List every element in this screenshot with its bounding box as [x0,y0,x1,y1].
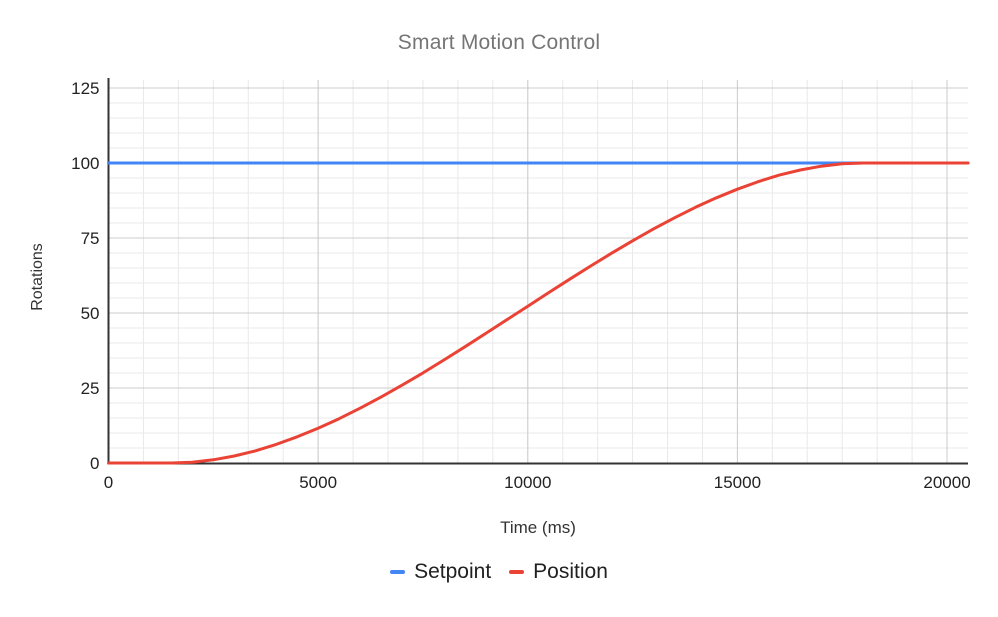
grid-minor-lines [108,80,968,463]
chart-title: Smart Motion Control [397,31,601,54]
y-tick-label: 0 [90,454,99,473]
series-lines [107,161,970,465]
x-tick-label: 10000 [504,473,551,492]
y-tick-label: 100 [71,154,99,173]
tick-labels: 0 5000 10000 15000 20000 0 25 50 75 100 125 [71,79,971,492]
legend-item-position: Position [509,560,608,584]
x-axis-title: Time (ms) [500,518,576,537]
grid-major-lines [108,80,968,463]
position-legend-label: Position [533,560,608,583]
y-tick-label: 25 [81,379,100,398]
setpoint-legend-dash-icon [390,569,406,575]
x-tick-label: 5000 [299,473,337,492]
y-axis-title: Rotations [29,243,46,311]
y-tick-label: 50 [81,304,100,323]
legend-item-setpoint: Setpoint [390,560,491,584]
y-tick-label: 75 [81,229,100,248]
position-legend-dash-icon [509,569,525,575]
position-line [107,161,970,465]
x-tick-label: 0 [104,473,113,492]
setpoint-legend-label: Setpoint [414,560,492,583]
y-tick-label: 125 [71,79,99,98]
x-tick-label: 20000 [923,473,970,492]
legend: Setpoint Position [0,556,998,588]
x-tick-label: 15000 [714,473,761,492]
axis-lines [107,78,968,465]
